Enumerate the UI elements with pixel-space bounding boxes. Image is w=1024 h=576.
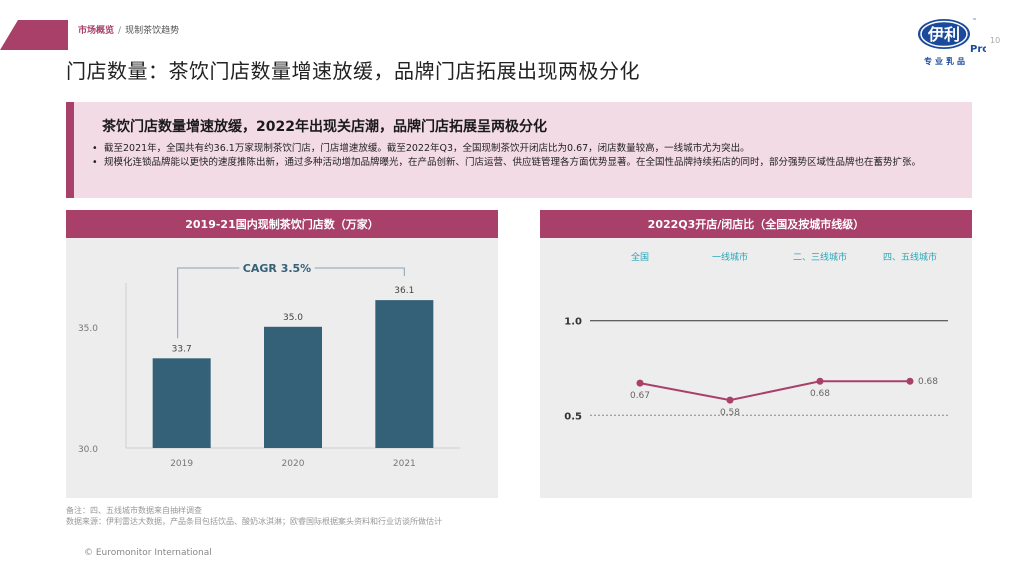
breadcrumb-current: 现制茶饮趋势 xyxy=(125,26,180,36)
open-close-ratio-chart-panel: 2022Q3开店/闭店比（全国及按城市线级） 全国 一线城市 二、三线城市 四、五线城… xyxy=(540,210,972,498)
logo-pro-text: Pro xyxy=(970,44,986,55)
corner-accent-tab xyxy=(0,20,68,50)
logo-oval xyxy=(918,19,970,49)
footnote-note: 备注：四、五线城市数据来自抽样调查 xyxy=(66,506,202,515)
ratio-data-label: 0.68 xyxy=(810,389,830,399)
breadcrumb: 市场概览 / 现制茶饮趋势 xyxy=(78,23,179,36)
bar-2021 xyxy=(375,300,434,448)
cagr-annotation: CAGR 3.5% xyxy=(243,262,311,275)
ratio-data-label: 0.67 xyxy=(630,391,650,401)
ratio-point-全国 xyxy=(636,379,644,387)
bar-data-label: 33.7 xyxy=(172,344,192,354)
bar-2020 xyxy=(264,326,322,448)
reference-line-label: 1.0 xyxy=(564,317,582,328)
logo-oval-ring xyxy=(920,20,968,48)
breadcrumb-section[interactable]: 市场概览 xyxy=(78,26,115,36)
logo-tagline: 专业乳品 xyxy=(924,57,968,66)
reference-lines: 1.0 0.5 xyxy=(564,317,948,422)
store-count-chart-panel: 2019-21国内现制茶饮门店数（万家） 30.0 35.0 33.7 35.0 36… xyxy=(66,210,498,498)
category-legend: 全国 一线城市 二、三线城市 四、五线城市 xyxy=(631,251,937,263)
footnote-source: 数据来源：伊利雷达大数据，产品条目包括饮品、酸奶冰淇淋；欧睿国际根据案头资料和行… xyxy=(66,517,442,526)
x-tick-labels: 2019 2020 2021 xyxy=(170,459,416,469)
copyright-text: © Euromonitor International xyxy=(84,548,212,558)
bars xyxy=(152,300,434,448)
breadcrumb-separator: / xyxy=(118,26,122,36)
x-tick-label: 2019 xyxy=(170,459,193,469)
page-number: 10 xyxy=(990,36,1001,45)
yili-pro-logo: 伊利 Pro ™ xyxy=(918,18,986,55)
summary-bullet: 截至2021年，全国共有约36.1万家现制茶饮门店，门店增速放缓。截至2022年… xyxy=(90,142,960,156)
y-tick-label: 30.0 xyxy=(78,445,98,455)
legend-category-label: 一线城市 xyxy=(712,251,748,263)
store-count-chart-title: 2019-21国内现制茶饮门店数（万家） xyxy=(66,210,498,238)
summary-box: 茶饮门店数量增速放缓，2022年出现关店潮，品牌门店拓展呈两极分化 截至2021… xyxy=(66,102,972,198)
open-close-ratio-line-chart: 全国 一线城市 二、三线城市 四、五线城市 1.00.5 0.670.580.680.… xyxy=(564,251,948,422)
cagr-bracket xyxy=(177,267,405,339)
store-count-bar-chart: 30.0 35.0 33.7 35.0 36.1 2019 2020 2021 CAGR … xyxy=(78,258,460,469)
summary-heading: 茶饮门店数量增速放缓，2022年出现关店潮，品牌门店拓展呈两极分化 xyxy=(102,119,547,135)
ratio-point-四、五线城市 xyxy=(906,377,914,385)
y-tick-label: 35.0 xyxy=(78,324,98,334)
summary-bullet: 规模化连锁品牌能以更快的速度推陈出新，通过多种活动增加品牌曝光，在产品创新、门店… xyxy=(90,156,960,170)
legend-category-label: 二、三线城市 xyxy=(793,251,847,263)
x-tick-label: 2020 xyxy=(282,459,305,469)
y-tick-labels: 30.0 35.0 xyxy=(78,324,98,455)
bar-data-labels: 33.7 35.0 36.1 xyxy=(172,286,415,354)
ratio-point-一线城市 xyxy=(726,396,734,404)
ratio-data-label: 0.58 xyxy=(720,408,740,418)
legend-category-label: 四、五线城市 xyxy=(883,251,937,263)
bar-2019 xyxy=(152,358,211,448)
ratio-data-label: 0.68 xyxy=(918,377,938,387)
bar-data-label: 36.1 xyxy=(394,286,414,296)
ratio-point-二、三线城市 xyxy=(816,377,824,385)
ratio-points xyxy=(636,377,914,404)
ratio-series-line xyxy=(639,380,910,402)
open-close-ratio-chart-title: 2022Q3开店/闭店比（全国及按城市线级） xyxy=(540,210,972,238)
legend-category-label: 全国 xyxy=(631,251,649,263)
x-tick-label: 2021 xyxy=(393,459,416,469)
reference-line-label: 0.5 xyxy=(564,411,582,422)
bar-data-label: 35.0 xyxy=(283,313,303,323)
page-title: 门店数量：茶饮门店数量增速放缓，品牌门店拓展出现两极分化 xyxy=(66,59,640,83)
summary-bullets: 截至2021年，全国共有约36.1万家现制茶饮门店，门店增速放缓。截至2022年… xyxy=(90,142,960,170)
logo-trademark: ™ xyxy=(972,18,977,24)
logo-brand-text: 伊利 xyxy=(927,25,960,44)
ratio-data-labels: 0.67 0.58 0.68 0.68 xyxy=(630,377,938,418)
